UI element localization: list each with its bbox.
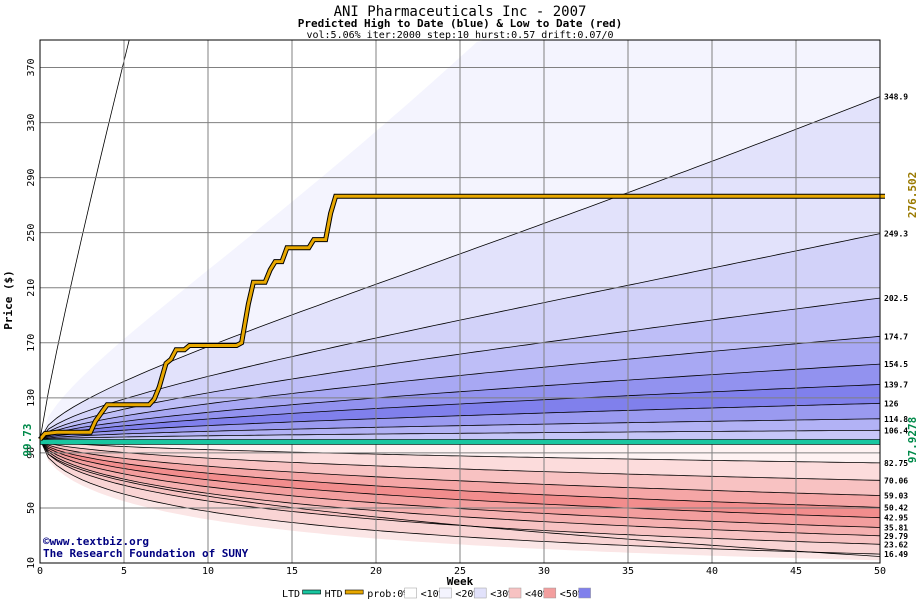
quantile-label: 16.49 <box>884 550 908 559</box>
y-tick-label: 250 <box>26 224 37 242</box>
x-tick-label: 40 <box>706 566 718 577</box>
quantile-label: 29.79 <box>884 532 908 541</box>
legend-label: <40% <box>525 589 549 600</box>
watermark-line-2: The Research Foundation of SUNY <box>43 547 249 560</box>
quantile-label: 139.7 <box>884 380 908 389</box>
quantile-label: 59.03 <box>884 492 908 501</box>
quantile-label: 174.7 <box>884 332 908 341</box>
legend-label: <50% <box>560 589 584 600</box>
y-tick-label: 210 <box>26 279 37 297</box>
quantile-label: 50.42 <box>884 503 908 512</box>
quantile-label: 348.9 <box>884 93 908 102</box>
legend-item: <50% <box>560 587 591 600</box>
legend-label: <10% <box>421 589 445 600</box>
legend-swatch <box>543 587 557 599</box>
legend-label: LTD <box>282 589 300 600</box>
current-price-label: 97.9278 <box>906 417 919 463</box>
legend-item: prob:0% <box>367 587 417 600</box>
legend-label: <20% <box>455 589 479 600</box>
legend-item: <30% <box>490 587 522 600</box>
chart-params: vol:5.06% iter:2000 step:10 hurst:0.57 d… <box>306 30 613 41</box>
legend-swatch <box>404 587 417 599</box>
y-tick-label: 90 <box>26 447 37 459</box>
quantile-label: 35.81 <box>884 523 908 532</box>
legend-label: prob:0% <box>367 589 409 600</box>
x-tick-label: 0 <box>37 566 43 577</box>
start-price-label: 99.73 <box>21 423 34 456</box>
htd-label: 276.502 <box>906 172 919 218</box>
x-tick-label: 10 <box>202 566 214 577</box>
quantile-label: 114.8 <box>884 415 908 424</box>
legend-swatch <box>439 587 452 599</box>
chart-subtitle: Predicted High to Date (blue) & Low to D… <box>298 17 623 30</box>
legend: LTD HTD prob:0% <10% <20% <30% <40% <50% <box>282 587 591 600</box>
quantile-label: 249.3 <box>884 230 908 239</box>
legend-item: HTD <box>325 589 364 600</box>
x-tick-label: 30 <box>538 566 550 577</box>
x-tick-label: 20 <box>370 566 382 577</box>
legend-label: HTD <box>325 589 343 600</box>
x-tick-label: 25 <box>454 566 466 577</box>
y-tick-label: 370 <box>26 58 37 76</box>
y-tick-label: 50 <box>26 502 37 514</box>
y-axis-label: Price ($) <box>2 270 15 330</box>
legend-item: <10% <box>421 587 452 600</box>
x-tick-label: 5 <box>121 566 127 577</box>
legend-swatch <box>302 589 321 595</box>
legend-item: <20% <box>455 587 487 600</box>
x-tick-label: 35 <box>622 566 634 577</box>
htd-line <box>38 194 885 441</box>
legend-item: <40% <box>525 587 557 600</box>
ltd-line <box>39 439 881 445</box>
quantile-label: 42.95 <box>884 514 908 523</box>
quantile-label: 154.5 <box>884 360 908 369</box>
quantile-label: 23.62 <box>884 540 908 549</box>
legend-item: LTD <box>282 589 321 600</box>
legend-swatch <box>473 587 487 599</box>
plot-border <box>39 39 881 564</box>
chart-title: ANI Pharmaceuticals Inc - 2007 <box>334 4 587 20</box>
x-tick-label: 15 <box>286 566 298 577</box>
legend-swatch <box>578 587 591 599</box>
quantile-label: 70.06 <box>884 476 908 485</box>
plot-area: 106.4 114.8 126 139.7 154.5 174.7 202.5 249.3 34… <box>26 39 908 577</box>
y-tick-label: 130 <box>26 389 37 407</box>
y-tick-label: 170 <box>26 334 37 352</box>
quantile-label: 106.4 <box>884 426 908 435</box>
watermark-line-1: ©www.textbiz.org <box>43 535 149 548</box>
legend-swatch <box>508 587 522 599</box>
y-tick-label: 290 <box>26 169 37 187</box>
quantile-label: 126 <box>884 399 899 408</box>
legend-swatch <box>344 589 364 595</box>
y-tick-label: 10 <box>26 557 37 569</box>
quantile-label: 82.75 <box>884 459 908 468</box>
y-tick-label: 330 <box>26 114 37 132</box>
quantile-label: 202.5 <box>884 294 908 303</box>
x-tick-label: 50 <box>874 566 886 577</box>
x-tick-label: 45 <box>790 566 802 577</box>
x-axis-label: Week <box>447 575 474 588</box>
legend-label: <30% <box>490 589 514 600</box>
